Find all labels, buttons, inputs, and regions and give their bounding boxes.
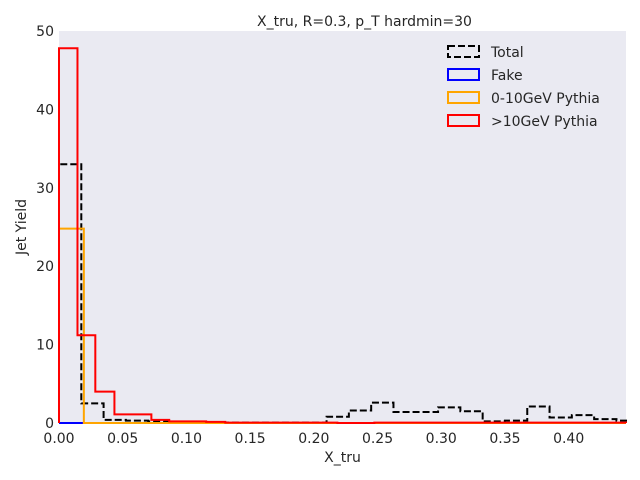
x-tick-label: 0.20 bbox=[298, 431, 329, 447]
series-layer bbox=[58, 47, 627, 424]
x-tick-label: 0.25 bbox=[362, 431, 393, 447]
legend-swatch bbox=[447, 68, 480, 81]
legend-label: >10GeV Pythia bbox=[491, 114, 598, 130]
x-axis-label: X_tru bbox=[324, 450, 361, 466]
y-tick-label: 50 bbox=[36, 24, 54, 40]
series-step--10gev-pythia bbox=[58, 47, 627, 424]
x-tick-label: 0.15 bbox=[235, 431, 266, 447]
legend-label: Total bbox=[490, 45, 524, 61]
y-tick-label: 30 bbox=[36, 181, 54, 197]
legend-swatch bbox=[447, 91, 480, 104]
legend: Total Fake 0-10GeV Pythia >10GeV Pythia bbox=[447, 45, 600, 130]
x-tick-label: 0.05 bbox=[107, 431, 138, 447]
plot-area bbox=[59, 31, 626, 423]
x-tick-label: 0.30 bbox=[426, 431, 457, 447]
y-axis-label: Jet Yield bbox=[14, 199, 30, 256]
legend-swatch bbox=[447, 45, 480, 58]
series-step-total bbox=[58, 163, 627, 424]
x-tick-label: 0.40 bbox=[553, 431, 584, 447]
chart-title: X_tru, R=0.3, p_T hardmin=30 bbox=[257, 14, 472, 30]
y-tick-label: 40 bbox=[36, 102, 54, 118]
x-tick-labels: 0.00 0.05 0.10 0.15 0.20 0.25 0.30 0.35 0.40 bbox=[43, 431, 584, 447]
y-tick-label: 20 bbox=[36, 259, 54, 275]
x-tick-label: 0.10 bbox=[171, 431, 202, 447]
x-tick-label: 0.00 bbox=[43, 431, 74, 447]
legend-swatch bbox=[447, 114, 480, 127]
y-tick-labels: 0 10 20 30 40 50 bbox=[36, 24, 54, 432]
legend-label: Fake bbox=[491, 68, 523, 84]
legend-label: 0-10GeV Pythia bbox=[491, 91, 600, 107]
y-tick-label: 0 bbox=[45, 416, 54, 432]
y-tick-label: 10 bbox=[36, 338, 54, 354]
x-tick-label: 0.35 bbox=[489, 431, 520, 447]
